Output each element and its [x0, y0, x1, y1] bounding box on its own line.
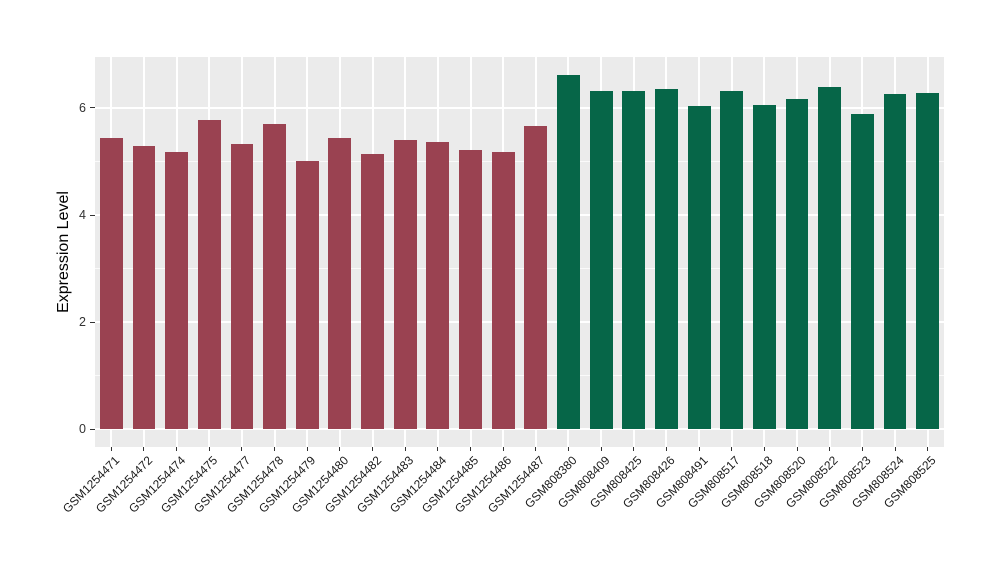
x-tick-mark [241, 447, 243, 451]
y-tick-label: 2 [79, 315, 86, 330]
bar-GSM1254487 [524, 125, 548, 430]
y-tick-mark [90, 107, 95, 109]
bar-GSM1254478 [263, 123, 286, 430]
x-tick-mark [829, 447, 831, 451]
plot-panel [95, 57, 944, 447]
bar-GSM808517 [720, 91, 744, 430]
bar-GSM1254483 [393, 140, 417, 430]
bar-GSM1254485 [459, 150, 482, 430]
bar-GSM1254472 [132, 145, 156, 430]
y-tick-label: 6 [79, 100, 86, 115]
x-tick-mark [306, 447, 308, 451]
bar-GSM1254479 [295, 161, 319, 430]
x-tick-mark [633, 447, 635, 451]
x-tick-mark [143, 447, 145, 451]
x-tick-mark [437, 447, 439, 451]
x-tick-mark [372, 447, 374, 451]
y-tick-label: 0 [79, 422, 86, 437]
x-tick-label-text: GSM808525 [881, 453, 939, 511]
bar-GSM808520 [785, 99, 809, 430]
bar-GSM808523 [850, 113, 874, 430]
x-tick-mark [927, 447, 929, 451]
minor-gridline [95, 268, 944, 270]
x-tick-mark [176, 447, 178, 451]
bar-GSM1254475 [197, 119, 221, 430]
y-tick-label: 4 [79, 208, 86, 223]
x-tick-mark [339, 447, 341, 451]
x-tick-mark [763, 447, 765, 451]
bar-GSM808409 [589, 90, 613, 430]
bar-GSM1254484 [426, 141, 450, 430]
bar-GSM808525 [916, 92, 940, 430]
bar-GSM1254486 [491, 152, 515, 430]
x-tick-mark [894, 447, 896, 451]
major-gridline [95, 321, 944, 324]
major-gridline [95, 428, 944, 431]
bar-GSM808380 [557, 74, 580, 430]
bar-GSM1254480 [328, 138, 352, 430]
x-tick-mark [208, 447, 210, 451]
x-tick-mark [796, 447, 798, 451]
bar-GSM1254474 [165, 152, 189, 430]
x-tick-mark [110, 447, 112, 451]
bar-GSM808425 [622, 90, 646, 430]
x-tick-mark [535, 447, 537, 451]
bar-GSM808518 [752, 105, 776, 430]
x-tick-mark [665, 447, 667, 451]
bar-GSM1254482 [361, 153, 384, 430]
minor-gridline [95, 160, 944, 162]
major-gridline [95, 106, 944, 109]
x-tick-mark [600, 447, 602, 451]
minor-gridline [95, 375, 944, 377]
y-tick-mark [90, 214, 95, 216]
x-tick-mark [567, 447, 569, 451]
bar-GSM808524 [883, 93, 907, 430]
x-tick-mark [502, 447, 504, 451]
x-tick-label: GSM808525 [862, 453, 939, 511]
bar-GSM1254477 [230, 143, 254, 430]
bar-GSM808491 [687, 105, 711, 430]
bar-GSM808522 [818, 87, 842, 430]
x-tick-mark [274, 447, 276, 451]
x-tick-mark [861, 447, 863, 451]
x-tick-mark [404, 447, 406, 451]
bar-GSM1254471 [99, 138, 123, 430]
major-gridline [95, 214, 944, 217]
bar-GSM808426 [655, 88, 678, 430]
x-tick-mark [731, 447, 733, 451]
y-tick-mark [90, 321, 95, 323]
x-tick-mark [470, 447, 472, 451]
x-tick-mark [698, 447, 700, 451]
y-tick-mark [90, 428, 95, 430]
